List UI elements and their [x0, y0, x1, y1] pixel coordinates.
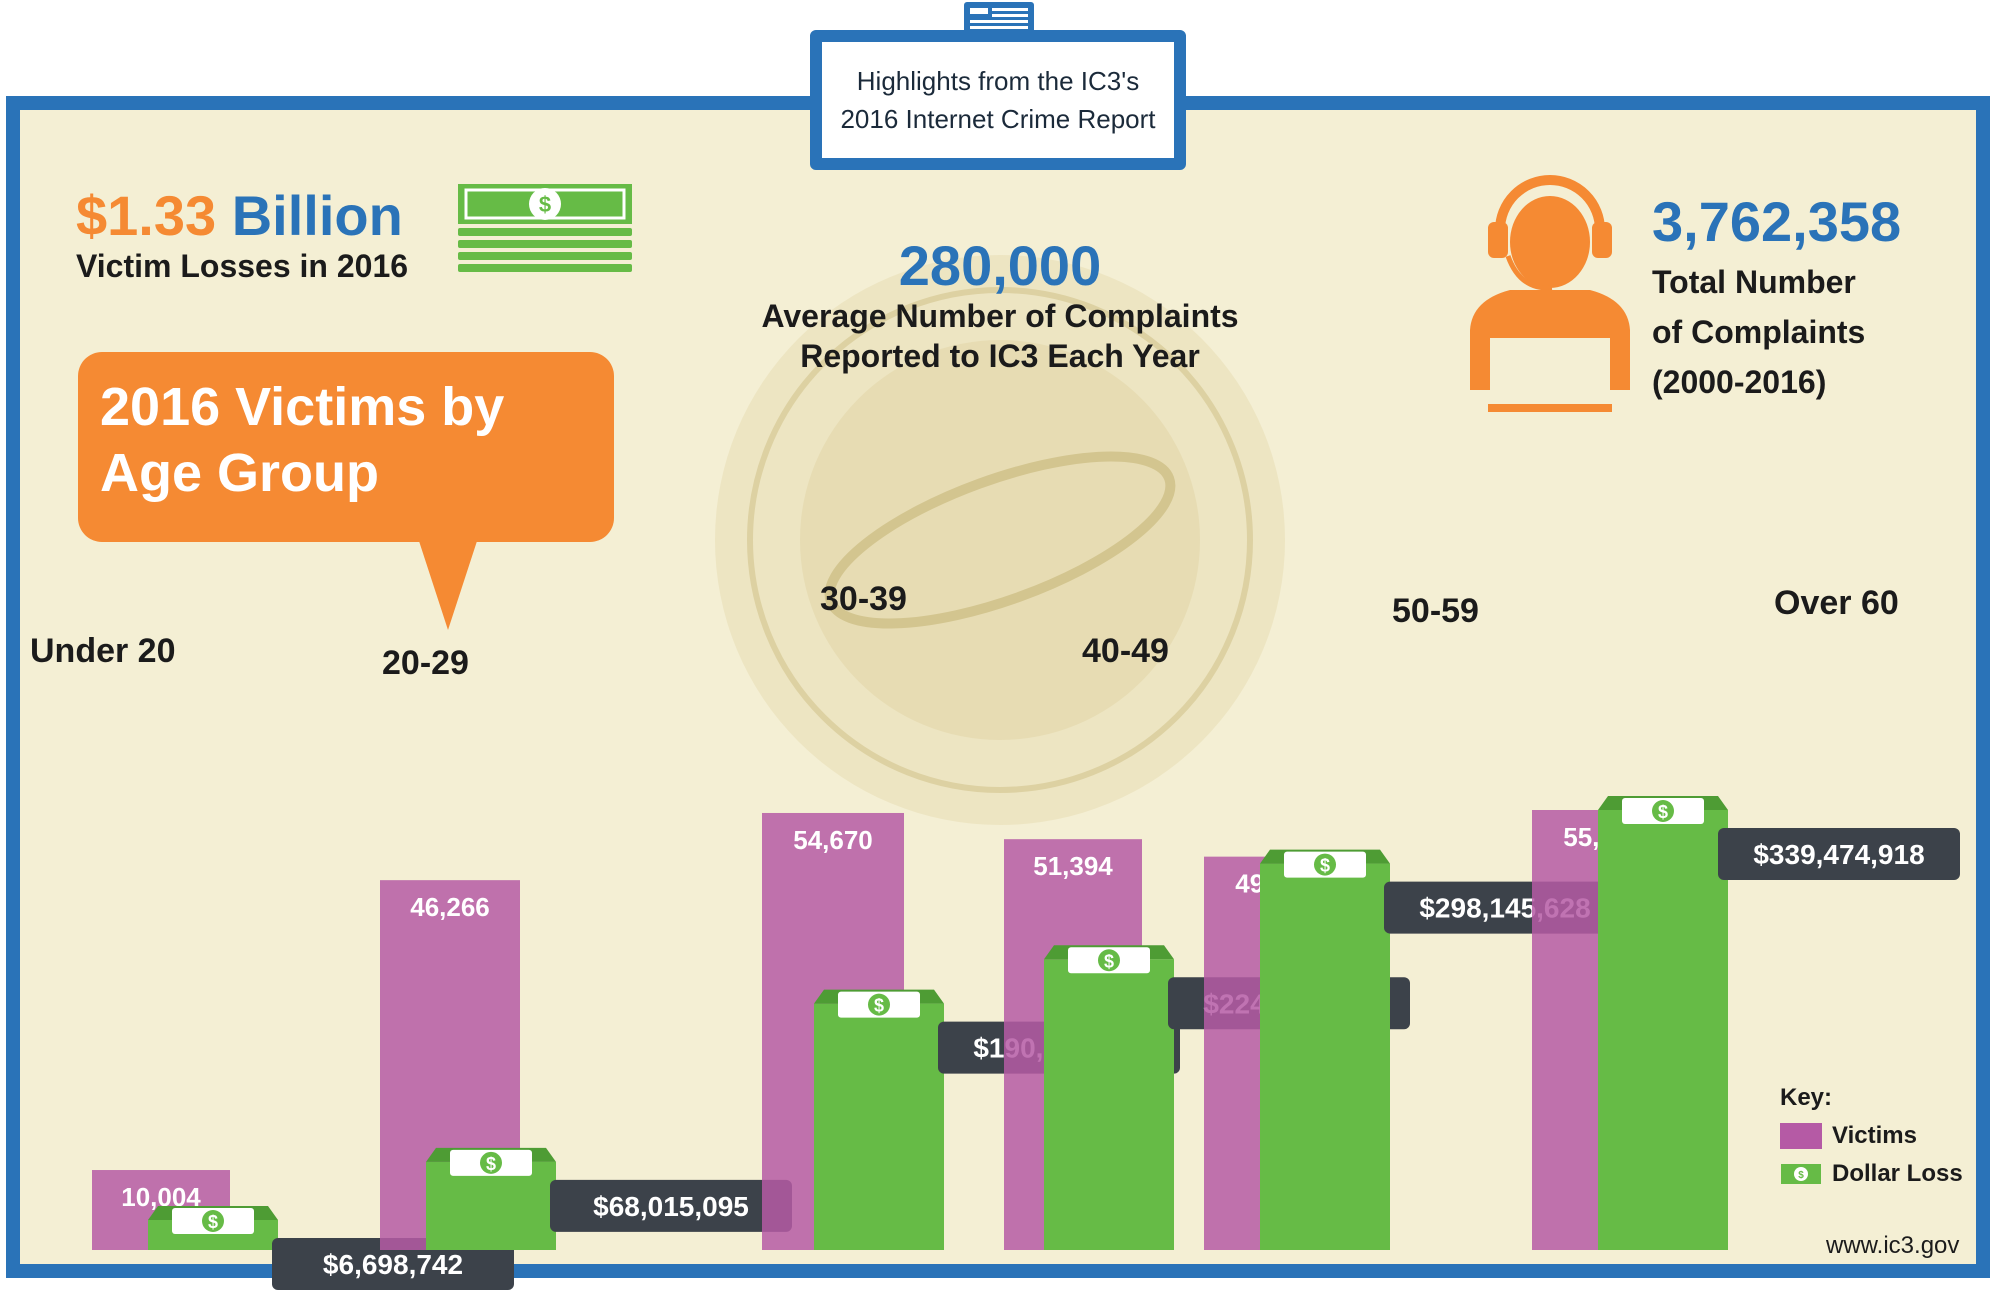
age-label-20-29: 20-29: [382, 644, 469, 682]
legend-title: Key:: [1780, 1084, 1833, 1111]
money-icon: [868, 993, 890, 1016]
headset-agent-icon: [1470, 175, 1630, 412]
dollar-label-under-20: $6,698,742: [323, 1249, 463, 1280]
dollar-sign-50-59: $: [1320, 856, 1330, 876]
age-label-over-60: Over 60: [1774, 584, 1899, 622]
victims-label-40-49: 51,394: [1033, 851, 1113, 881]
header-line2: 2016 Internet Crime Report: [840, 104, 1156, 134]
dollar-label-box-over-60: [1718, 828, 1960, 880]
dollar-bar-over-60: [1598, 810, 1728, 1250]
dollar-bar-30-39: [814, 1003, 944, 1250]
header-line1: Highlights from the IC3's: [856, 66, 1140, 96]
total-complaints-stat: 3,762,358 Total Number of Complaints (20…: [1652, 192, 1901, 402]
svg-text:$: $: [539, 192, 551, 217]
report-header: Highlights from the IC3's 2016 Internet …: [810, 30, 1186, 170]
victim-losses-stat: $1.33 Billion Victim Losses in 2016: [76, 186, 408, 286]
money-icon: [1314, 853, 1336, 876]
victims-label-20-29: 46,266: [410, 892, 490, 922]
money-icon: [1652, 800, 1674, 822]
dollar-sign-40-49: $: [1104, 951, 1114, 971]
average-line2: Reported to IC3 Each Year: [800, 338, 1200, 374]
dollar-bar-20-29: [426, 1161, 556, 1250]
average-line1: Average Number of Complaints: [761, 298, 1239, 334]
total-line3: (2000-2016): [1652, 364, 1827, 400]
dollar-bar-40-49: [1044, 959, 1174, 1250]
age-label-40-49: 40-49: [1082, 632, 1169, 670]
victims-swatch: [1780, 1123, 1822, 1149]
money-icon: [202, 1210, 224, 1232]
losses-unit: Billion: [231, 184, 403, 247]
dollar-label-box-under-20: [272, 1238, 514, 1290]
losses-amount: $1.33: [76, 184, 217, 247]
money-icon: [1098, 949, 1120, 972]
dollar-label-20-29: $68,015,095: [593, 1191, 749, 1222]
legend-victims-label: Victims: [1832, 1122, 1917, 1149]
dollar-bar-50-59: [1260, 863, 1390, 1250]
svg-text:$: $: [1798, 1170, 1804, 1181]
money-icon: $: [1781, 1164, 1821, 1184]
victims-label-30-39: 54,670: [793, 825, 873, 855]
callout-line1: 2016 Victims by: [100, 377, 505, 437]
dollar-sign-under-20: $: [208, 1212, 218, 1232]
age-label-50-59: 50-59: [1392, 592, 1479, 630]
ic3-seal-watermark: [715, 255, 1285, 825]
money-icon: [480, 1151, 502, 1174]
total-line1: Total Number: [1652, 264, 1856, 300]
age-label-under-20: Under 20: [30, 632, 176, 670]
dollar-sign-30-39: $: [874, 996, 884, 1016]
callout-tail: [418, 538, 478, 630]
callout-line2: Age Group: [100, 443, 379, 503]
losses-label: Victim Losses in 2016: [76, 248, 409, 284]
dollar-label-over-60: $339,474,918: [1753, 839, 1924, 870]
chart-title-callout: 2016 Victims by Age Group: [78, 352, 614, 542]
total-line2: of Complaints: [1652, 314, 1866, 350]
dollar-label-box-20-29: [550, 1179, 792, 1232]
average-complaints-stat: 280,000 Average Number of Complaints Rep…: [700, 236, 1300, 376]
dollar-sign-20-29: $: [486, 1154, 496, 1174]
legend-item-dollar-loss: $ Dollar Loss: [1780, 1160, 1963, 1188]
money-stack-icon: $: [458, 184, 632, 272]
dollar-sign-over-60: $: [1658, 802, 1668, 822]
total-value: 3,762,358: [1652, 190, 1902, 253]
average-value: 280,000: [898, 234, 1102, 297]
legend-dollar-loss-label: Dollar Loss: [1832, 1160, 1963, 1187]
chart-legend: Key: Victims $ Dollar Loss: [1780, 1084, 1963, 1188]
age-label-30-39: 30-39: [820, 580, 907, 618]
legend-item-victims: Victims: [1780, 1122, 1963, 1150]
website-url: www.ic3.gov: [1826, 1232, 1960, 1259]
